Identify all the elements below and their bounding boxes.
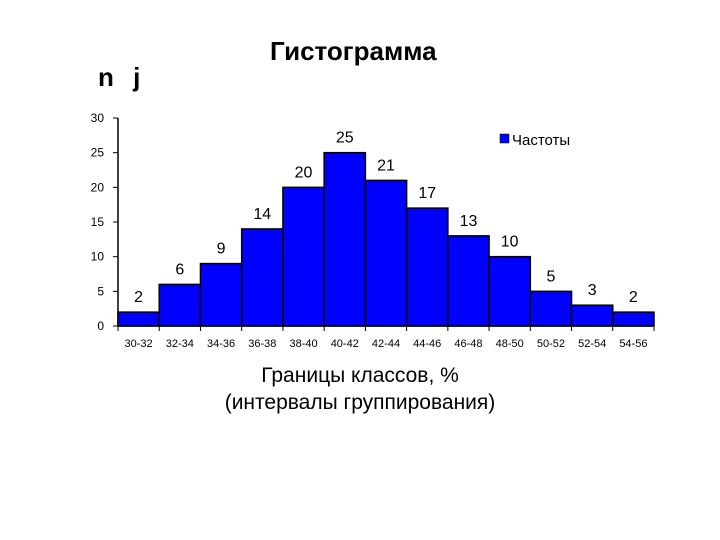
data-label: 2 (134, 289, 143, 306)
data-label: 21 (377, 157, 395, 174)
data-label: 13 (460, 213, 478, 230)
data-label: 6 (175, 261, 184, 278)
bar (282, 186, 325, 327)
x-tick-label: 32-34 (166, 338, 194, 350)
y-tick-label: 20 (91, 180, 105, 194)
data-label: 20 (295, 164, 313, 181)
data-label: 17 (418, 185, 436, 202)
x-tick-label: 54-56 (619, 338, 647, 350)
y-tick-label: 10 (91, 250, 105, 264)
bar (117, 311, 160, 327)
x-axis-label: Границы классов, % (интервалы группирова… (150, 362, 570, 416)
bar (240, 228, 284, 327)
x-tick-label: 44-46 (413, 338, 441, 350)
legend-swatch (499, 133, 510, 144)
y-tick-label: 25 (91, 146, 105, 160)
data-label: 2 (629, 289, 638, 306)
y-axis-label: n j (98, 62, 147, 92)
data-label: 25 (336, 130, 354, 147)
x-tick-label: 34-36 (207, 338, 235, 350)
x-tick-label: 46-48 (454, 338, 482, 350)
x-tick-label: 40-42 (331, 338, 359, 350)
x-tick-label: 38-40 (289, 338, 317, 350)
y-tick-label: 5 (97, 284, 104, 298)
x-tick-label: 50-52 (537, 338, 565, 350)
x-tick-label: 36-38 (248, 338, 276, 350)
bar (323, 151, 367, 327)
bar (405, 207, 449, 327)
data-label: 14 (253, 206, 271, 223)
bar (447, 235, 490, 327)
bar (158, 283, 202, 327)
legend-label: Частоты (512, 132, 570, 149)
x-axis-label-line-2: (интервалы группирования) (224, 391, 496, 414)
x-tick-label: 52-54 (578, 338, 606, 350)
bar (612, 311, 655, 327)
bar (570, 304, 614, 327)
data-label: 9 (217, 241, 226, 258)
y-tick-label: 15 (91, 215, 105, 229)
data-label: 3 (588, 282, 597, 299)
x-axis-label-line-1: Границы классов, % (261, 364, 459, 387)
bar (199, 262, 243, 327)
bar (364, 179, 408, 327)
data-label: 5 (546, 268, 555, 285)
chart-title: Гистограмма (270, 36, 437, 66)
y-tick-label: 0 (97, 319, 104, 333)
y-tick-label: 30 (91, 111, 105, 125)
x-tick-label: 48-50 (496, 338, 524, 350)
x-tick-label: 30-32 (125, 338, 153, 350)
bar (529, 290, 573, 327)
x-tick-label: 42-44 (372, 338, 400, 350)
data-label: 10 (501, 234, 519, 251)
bar (488, 255, 532, 327)
